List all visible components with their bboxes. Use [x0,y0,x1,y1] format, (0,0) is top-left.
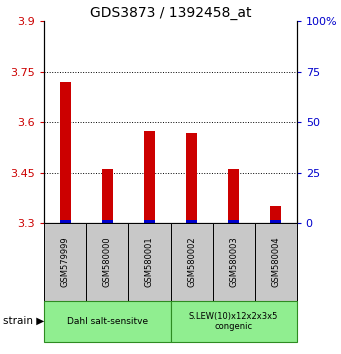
Bar [144,220,155,223]
Bar [144,131,155,223]
Bar [228,169,239,223]
Bar [102,169,113,223]
Text: Dahl salt-sensitve: Dahl salt-sensitve [67,317,148,326]
Text: GSM579999: GSM579999 [61,236,70,287]
Bar [186,220,197,223]
Bar [102,220,113,223]
Text: GSM580001: GSM580001 [145,236,154,287]
Title: GDS3873 / 1392458_at: GDS3873 / 1392458_at [90,6,251,20]
Text: GSM580004: GSM580004 [271,236,280,287]
Text: GSM580003: GSM580003 [229,236,238,287]
Text: S.LEW(10)x12x2x3x5
congenic: S.LEW(10)x12x2x3x5 congenic [189,312,278,331]
Text: GSM580000: GSM580000 [103,236,112,287]
Bar [228,220,239,223]
Bar [186,133,197,223]
Text: GSM580002: GSM580002 [187,236,196,287]
Text: strain ▶: strain ▶ [3,316,45,326]
Bar [60,220,71,223]
Bar [60,82,71,223]
Bar [270,206,281,223]
Bar [270,220,281,223]
